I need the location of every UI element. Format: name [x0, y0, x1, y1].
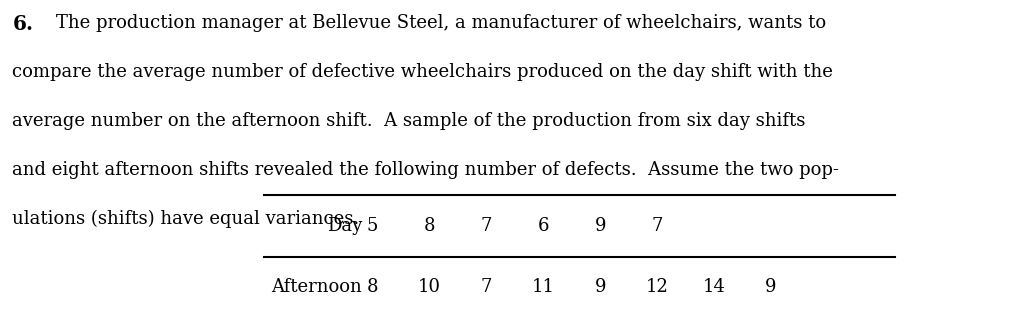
Text: 8: 8 [423, 217, 436, 235]
Text: 14: 14 [703, 278, 726, 296]
Text: Afternoon: Afternoon [271, 278, 362, 296]
Text: Day: Day [327, 217, 362, 235]
Text: 7: 7 [481, 278, 492, 296]
Text: 9: 9 [765, 278, 777, 296]
Text: and eight afternoon shifts revealed the following number of defects.  Assume the: and eight afternoon shifts revealed the … [12, 161, 839, 179]
Text: 5: 5 [367, 217, 378, 235]
Text: ulations (shifts) have equal variances.: ulations (shifts) have equal variances. [12, 209, 360, 228]
Text: 7: 7 [652, 217, 662, 235]
Text: 9: 9 [594, 217, 607, 235]
Text: 10: 10 [418, 278, 441, 296]
Text: 12: 12 [646, 278, 669, 296]
Text: 9: 9 [594, 278, 607, 296]
Text: 7: 7 [481, 217, 492, 235]
Text: The production manager at Bellevue Steel, a manufacturer of wheelchairs, wants t: The production manager at Bellevue Steel… [56, 14, 826, 32]
Text: 6: 6 [537, 217, 550, 235]
Text: 8: 8 [366, 278, 379, 296]
Text: compare the average number of defective wheelchairs produced on the day shift wi: compare the average number of defective … [12, 63, 833, 81]
Text: 11: 11 [532, 278, 555, 296]
Text: average number on the afternoon shift.  A sample of the production from six day : average number on the afternoon shift. A… [12, 112, 806, 130]
Text: 6.: 6. [12, 14, 33, 34]
